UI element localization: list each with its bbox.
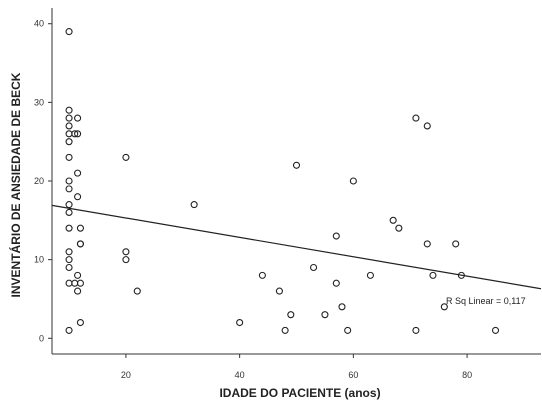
data-point	[74, 287, 82, 295]
data-point	[122, 256, 130, 264]
data-point	[190, 201, 198, 209]
data-point	[122, 153, 130, 161]
data-point	[491, 326, 500, 334]
data-point	[332, 232, 340, 240]
data-point	[440, 303, 448, 311]
data-point	[133, 287, 141, 295]
data-point	[65, 114, 73, 122]
data-point	[344, 326, 352, 334]
data-point	[423, 240, 431, 248]
data-point	[275, 287, 283, 295]
y-tick-label: 0	[39, 333, 44, 343]
y-tick-label: 30	[34, 97, 44, 107]
data-point	[412, 326, 420, 334]
data-point	[423, 122, 431, 130]
data-point	[389, 216, 397, 224]
data-point	[65, 185, 73, 193]
data-point	[258, 271, 266, 279]
data-point	[76, 318, 84, 327]
data-point	[65, 201, 73, 209]
data-point	[338, 303, 346, 311]
x-axis-title: IDADE DO PACIENTE (anos)	[219, 386, 380, 400]
data-point	[412, 114, 420, 122]
data-point	[310, 263, 318, 272]
data-point	[65, 263, 73, 272]
data-points	[65, 28, 500, 334]
data-point	[71, 130, 79, 138]
x-tick-label: 40	[235, 370, 245, 380]
data-point	[74, 169, 82, 177]
data-point	[71, 279, 79, 287]
y-tick-label: 40	[34, 19, 44, 29]
data-point	[65, 153, 73, 161]
data-point	[65, 138, 73, 146]
data-point	[65, 224, 73, 232]
data-point	[65, 326, 73, 334]
data-point	[65, 256, 73, 264]
x-tick-label: 60	[348, 370, 358, 380]
fit-line	[51, 204, 542, 290]
data-point	[292, 161, 301, 169]
data-point	[65, 177, 73, 185]
x-tick-label: 20	[121, 370, 131, 380]
data-point	[65, 28, 73, 36]
data-point	[74, 114, 82, 122]
y-ticks: 0 10 20 30 40	[34, 19, 52, 343]
y-axis-title: INVENTÁRIO DE ANSIEDADE DE BECK	[8, 72, 23, 297]
data-point	[429, 271, 437, 279]
data-point	[74, 130, 82, 138]
data-point	[236, 318, 244, 327]
fit-line-group	[51, 204, 542, 290]
data-point	[366, 271, 374, 279]
data-point	[452, 240, 460, 248]
data-point	[281, 326, 289, 334]
data-point	[349, 177, 357, 185]
data-point	[65, 106, 73, 114]
data-point	[332, 279, 340, 287]
data-point	[74, 193, 82, 201]
x-tick-label: 80	[462, 370, 472, 380]
data-point	[74, 271, 82, 279]
data-point	[65, 130, 73, 138]
data-point	[395, 224, 403, 232]
x-ticks: 20 40 60 80	[121, 354, 472, 380]
r-squared-annotation: R Sq Linear = 0,117	[446, 296, 526, 306]
data-point	[65, 279, 73, 287]
data-point	[76, 224, 84, 232]
data-point	[65, 122, 73, 130]
data-point	[122, 248, 130, 256]
data-point	[321, 311, 329, 319]
data-point	[76, 240, 84, 248]
data-point	[76, 279, 84, 287]
y-tick-label: 10	[34, 255, 44, 265]
data-point	[65, 208, 73, 217]
data-point	[287, 311, 295, 319]
y-tick-label: 20	[34, 176, 44, 186]
data-point	[65, 248, 73, 256]
